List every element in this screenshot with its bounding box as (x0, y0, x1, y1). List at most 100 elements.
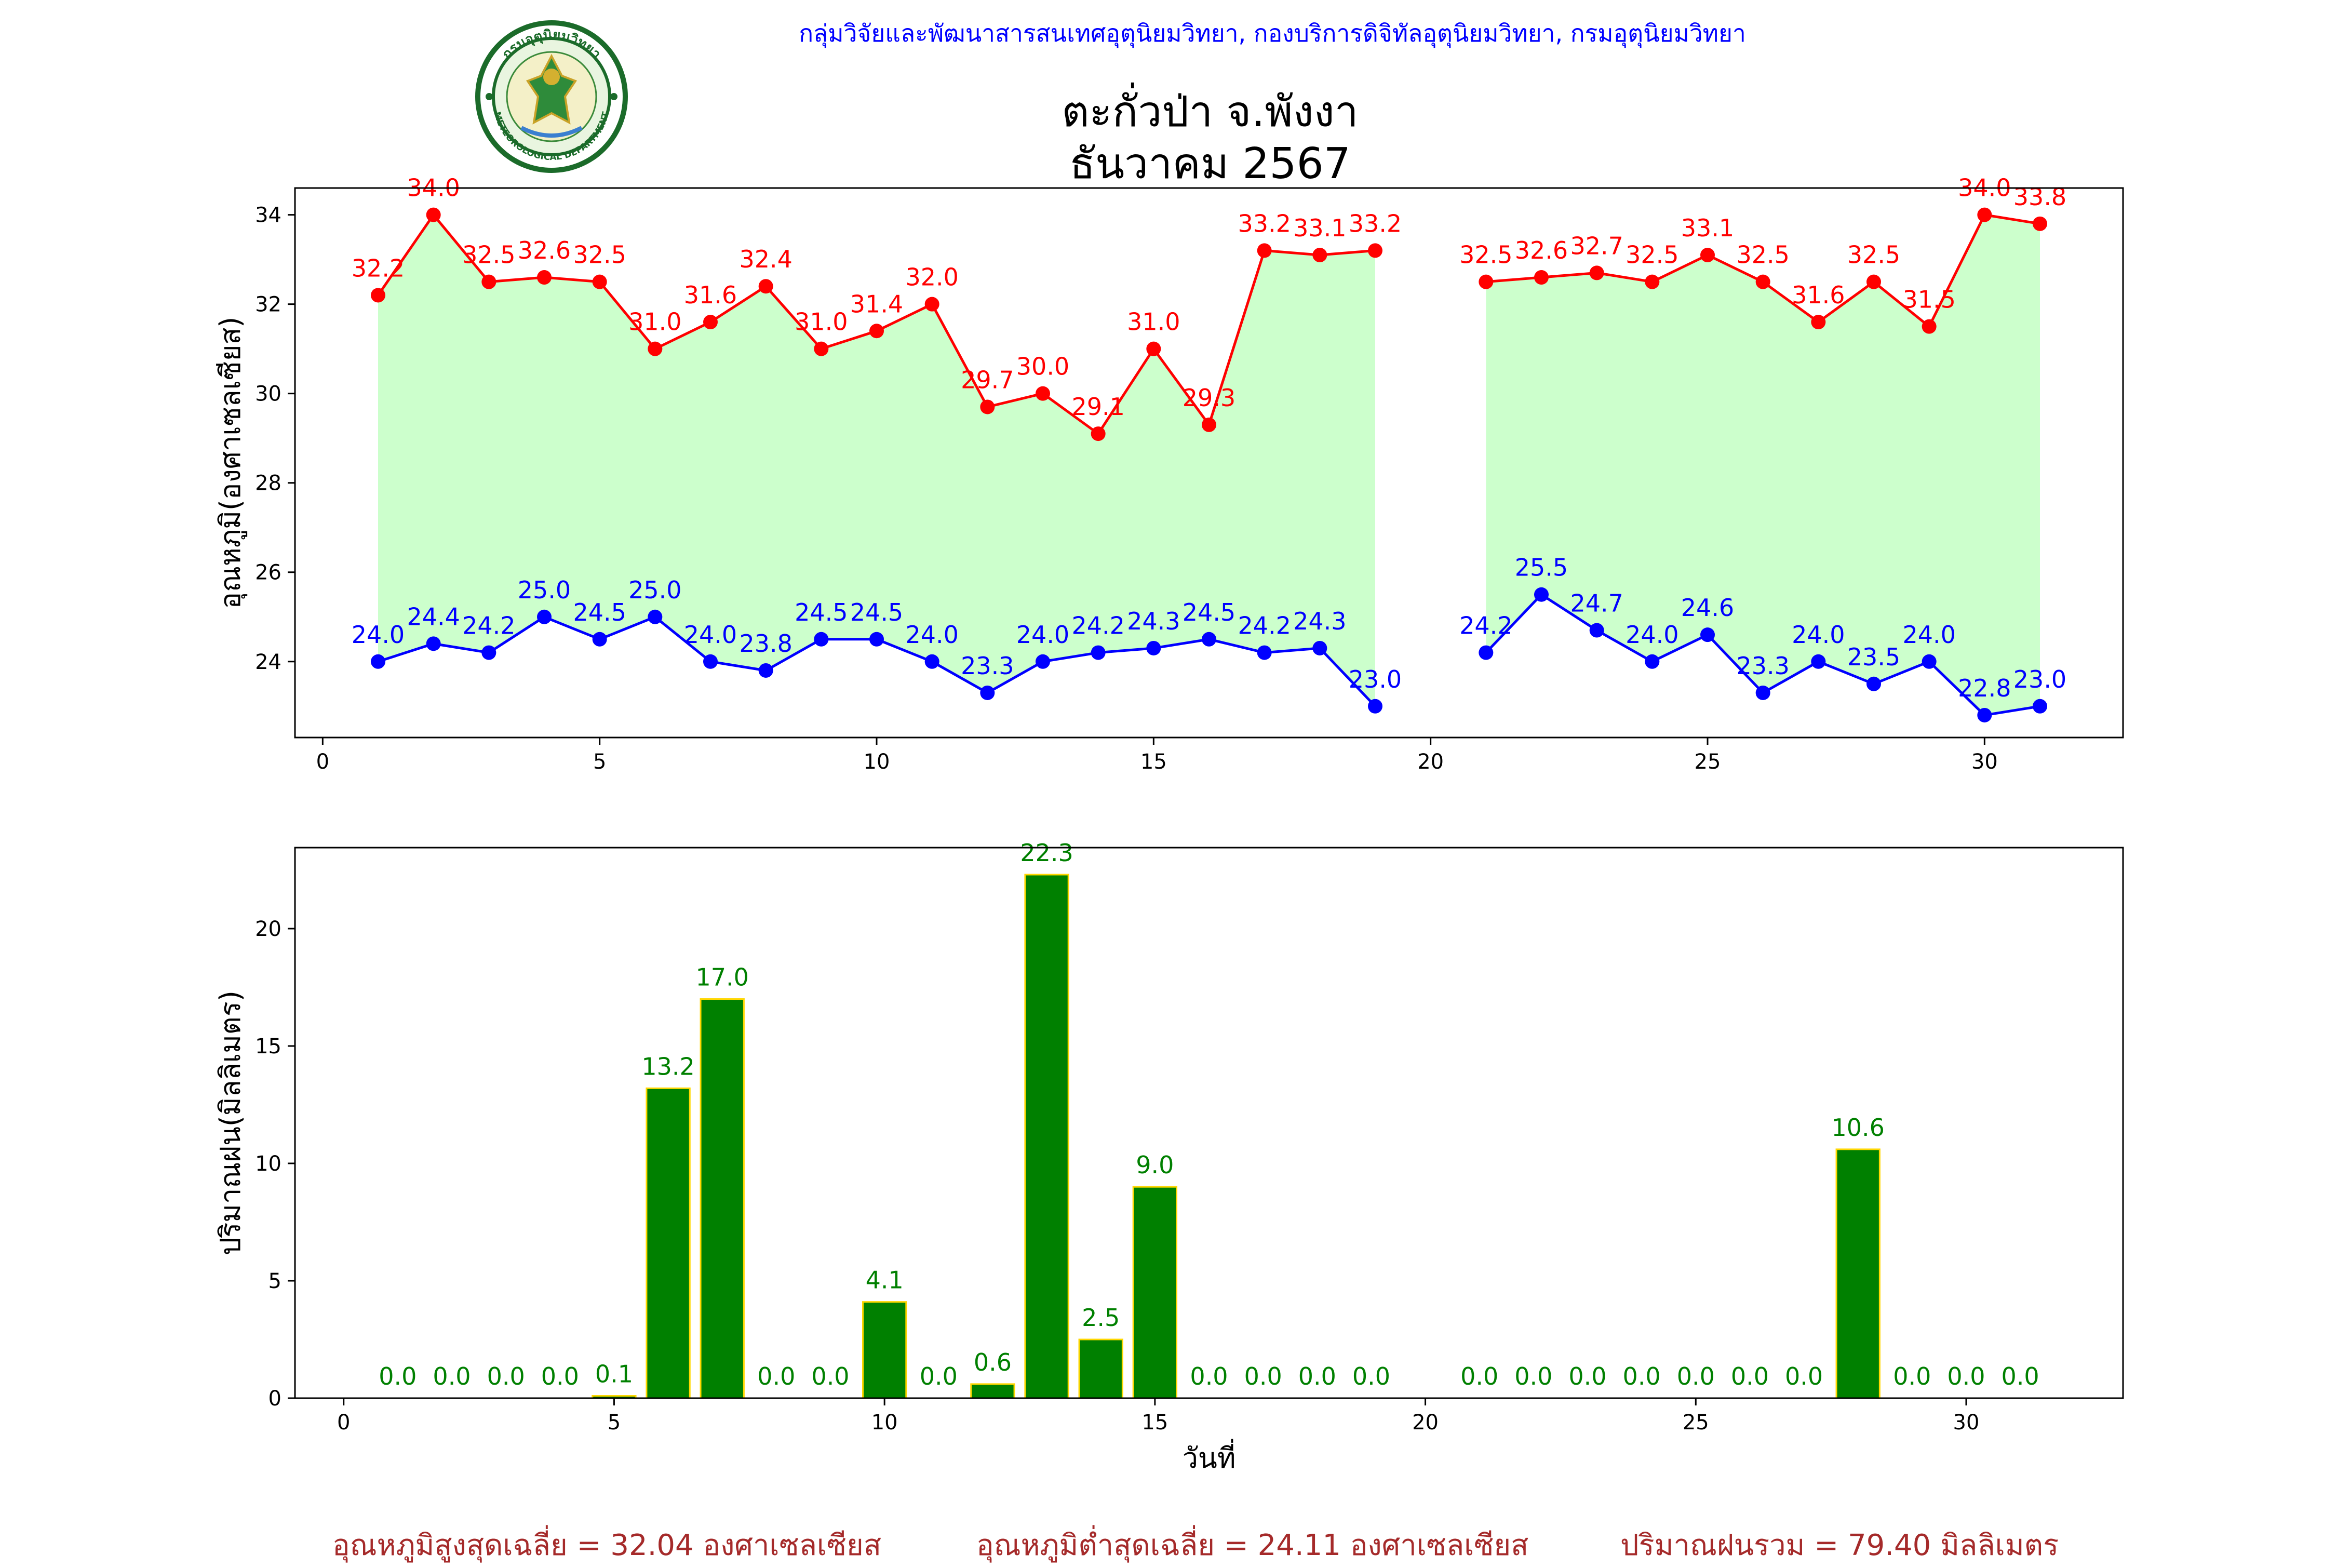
organization-text: กลุ่มวิจัยและพัฒนาสารสนเทศอุตุนิยมวิทยา,… (799, 19, 1746, 47)
min-temperature-point (481, 645, 496, 660)
max-temperature-point (814, 341, 829, 356)
rainfall-value-label: 0.0 (1623, 1362, 1661, 1390)
rainfall-value-label: 0.0 (1677, 1362, 1715, 1390)
min-temperature-point (2033, 699, 2047, 714)
min-temperature-label: 23.3 (961, 652, 1014, 680)
min-temperature-point (1036, 654, 1050, 669)
min-temperature-label: 24.0 (1902, 621, 1955, 649)
max-temperature-point (1534, 270, 1549, 285)
rainfall-bar (646, 1087, 691, 1399)
max-temperature-label: 32.6 (518, 236, 571, 264)
min-temperature-point (758, 663, 773, 678)
min-temperature-point (1312, 640, 1327, 655)
rainfall-value-label: 0.0 (1514, 1362, 1552, 1390)
y-tick-label: 32 (255, 293, 281, 317)
rainfall-value-label: 0.0 (1244, 1362, 1282, 1390)
min-temperature-label: 24.3 (1293, 607, 1346, 635)
min-temperature-point (537, 609, 552, 624)
max-temperature-label: 32.5 (573, 241, 626, 269)
rainfall-value-label: 0.0 (1731, 1362, 1769, 1390)
temperature-range-fill (378, 215, 1375, 706)
total-rainfall: ปริมาณฝนรวม = 79.40 มิลลิเมตร (1620, 1529, 2059, 1562)
min-temperature-label: 24.6 (1681, 594, 1734, 622)
max-temperature-point (1811, 315, 1826, 330)
y-tick-label: 20 (255, 917, 281, 941)
temperature-chart: 32.234.032.5 32.6 32.531.031.632.431.031.4… (214, 174, 2124, 774)
rainfall-value-label: 9.0 (1136, 1151, 1174, 1179)
max-temperature-label: 31.5 (1902, 286, 1955, 314)
rainfall-value-label: 17.0 (696, 963, 749, 991)
rainfall-value-label: 4.1 (866, 1266, 904, 1294)
x-tick-label: 30 (1971, 750, 1998, 774)
rainfall-value-label: 0.0 (1893, 1362, 1931, 1390)
max-temperature-point (1091, 426, 1106, 441)
max-temperature-point (371, 288, 385, 303)
rainfall-plot-frame (294, 847, 2124, 1399)
summary-footer: อุณหภูมิสูงสุดเฉลี่ย = 32.04 องศาเซลเซีย… (0, 1522, 2337, 1562)
min-temperature-label: 24.5 (1183, 598, 1235, 626)
min-temperature-point (1257, 645, 1272, 660)
rainfall-chart: 0.0 0.0 0.0 0.0 0.1 13.2 17.0 0.0 0.0 4.1 0.0 0.6 22… (214, 839, 2124, 1475)
max-temperature-point (1922, 319, 1937, 334)
max-temperature-label: 33.1 (1293, 214, 1346, 242)
min-temperature-label: 22.8 (1958, 674, 2011, 702)
min-temperature-label: 24.2 (1459, 612, 1512, 640)
rainfall-value-label: 0.0 (1352, 1362, 1390, 1390)
max-temperature-label: 31.6 (684, 281, 737, 309)
min-temperature-point (1479, 645, 1494, 660)
max-temperature-point (1202, 417, 1216, 432)
y-tick-label: 15 (255, 1035, 281, 1058)
x-tick-label: 10 (871, 1411, 898, 1435)
rainfall-value-label: 0.0 (487, 1362, 525, 1390)
min-temperature-point (1645, 654, 1660, 669)
rainfall-value-label: 22.3 (1020, 839, 1073, 867)
min-temperature-label: 24.2 (462, 612, 515, 640)
y-tick-label: 28 (255, 472, 281, 495)
x-tick-label: 0 (316, 750, 329, 774)
max-temperature-point (1755, 274, 1770, 289)
y-tick-label: 24 (255, 650, 281, 674)
min-temperature-label: 24.2 (1238, 612, 1291, 640)
min-temperature-point (1146, 640, 1161, 655)
x-tick-label: 10 (864, 750, 890, 774)
temperature-range-fill (1486, 215, 2040, 715)
min-temperature-label: 23.0 (2013, 665, 2066, 693)
max-temperature-label: 29.3 (1183, 384, 1235, 412)
max-temperature-label: 29.7 (961, 366, 1014, 394)
day-axis-label: วันที่ (1183, 1439, 1236, 1475)
max-temperature-label: 30.0 (1016, 353, 1069, 381)
min-temperature-point (426, 636, 441, 651)
min-temperature-label: 23.5 (1847, 643, 1900, 671)
rainfall-value-label: 2.5 (1082, 1304, 1120, 1332)
rainfall-value-label: 0.0 (1190, 1362, 1228, 1390)
max-temperature-point (426, 207, 441, 222)
max-temperature-label: 31.0 (628, 308, 681, 336)
rainfall-bar (1835, 1148, 1881, 1399)
rainfall-value-label: 0.1 (595, 1360, 633, 1388)
temperature-axis-label: อุณหภูมิ(องศาเซลเซียส) (214, 317, 248, 609)
rainfall-bar (970, 1383, 1015, 1399)
rainfall-bar (1024, 874, 1069, 1399)
min-temperature-point (869, 632, 884, 647)
rainfall-value-label: 0.0 (1568, 1362, 1606, 1390)
min-temperature-label: 25.5 (1515, 554, 1568, 582)
max-temperature-label: 29.1 (1071, 393, 1124, 421)
max-temperature-label: 33.8 (2013, 183, 2066, 211)
max-temperature-label: 31.6 (1792, 281, 1845, 309)
chart-title-station: ตะกั่วป่า จ.พังงา (1062, 87, 1359, 137)
min-temperature-point (592, 632, 607, 647)
x-tick-label: 25 (1683, 1411, 1709, 1435)
min-temperature-point (814, 632, 829, 647)
max-temperature-label: 32.4 (739, 245, 792, 273)
min-temperature-label: 24.5 (850, 598, 903, 626)
max-temperature-point (980, 399, 995, 414)
max-temperature-point (1479, 274, 1494, 289)
min-temperature-point (648, 609, 663, 624)
min-temperature-label: 23.8 (739, 629, 792, 658)
max-temperature-label: 31.4 (850, 290, 903, 318)
rainfall-value-label: 0.0 (920, 1362, 958, 1390)
max-temperature-point (1977, 207, 1992, 222)
rainfall-bar (1078, 1338, 1123, 1399)
temperature-plot-frame (294, 187, 2124, 739)
min-temperature-point (371, 654, 385, 669)
